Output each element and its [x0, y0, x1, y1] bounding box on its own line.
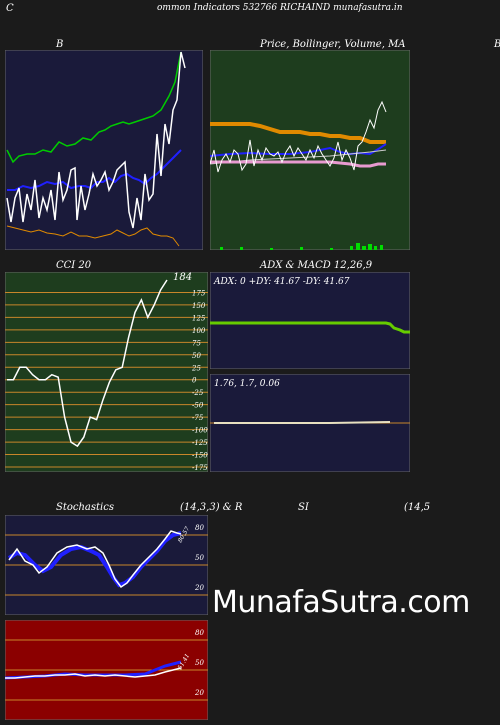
watermark: MunafaSutra.com: [212, 585, 470, 620]
price-ma-blue: [210, 143, 387, 157]
stoch-tick-80: 80: [195, 524, 204, 532]
adx-line: [210, 321, 410, 334]
bollinger-chart: [5, 50, 203, 250]
adx-values: ADX: 0 +DY: 41.67 -DY: 41.67: [213, 277, 350, 287]
rsi-params-label: (14,5: [404, 502, 431, 513]
cci-tick-label: -25: [192, 389, 204, 397]
cci-line: [7, 279, 168, 448]
rsi-tick-20: 20: [194, 689, 204, 697]
price-ma-pink: [210, 160, 386, 168]
cci-tick-label: 50: [192, 352, 201, 360]
cci-chart: 175 150 125 100 75 50 25 0 -25 -50 -75 -100 -125 -150…: [5, 272, 208, 472]
cci-tick-label: -100: [192, 427, 208, 435]
stoch-tick-20: 20: [194, 584, 204, 592]
header-left-letter: C: [6, 3, 14, 14]
cci-tick-label: 25: [191, 364, 201, 372]
cci-tick-label: -175: [192, 464, 208, 472]
cci-tick-label: 175: [192, 289, 206, 297]
stoch-d-line: [7, 531, 182, 588]
macd-values: 1.76, 1.7, 0.06: [214, 379, 280, 389]
bollinger-label: B: [56, 39, 64, 50]
cci-tick-label: -75: [192, 414, 204, 422]
rsi-tick-50: 50: [195, 659, 204, 667]
stochastics-label: Stochastics: [56, 502, 114, 513]
rsi-line: [5, 667, 182, 679]
adx-macd-label: ADX & MACD 12,26,9: [260, 260, 373, 271]
macd-line: [214, 421, 391, 424]
cci-tick-label: 150: [192, 302, 206, 310]
cci-tick-label: 75: [192, 339, 201, 347]
stoch-k-line: [8, 530, 182, 589]
price-ma-orange: [210, 122, 386, 144]
stoch-params-label: (14,3,3) & R: [180, 502, 243, 513]
cci-tick-label: -125: [192, 439, 208, 447]
cci-tick-label: 100: [192, 327, 206, 335]
cci-tick-label: -150: [192, 452, 208, 460]
stoch-tick-50: 50: [195, 554, 204, 562]
bollinger-lower-band: [6, 225, 180, 247]
price-chart: [210, 50, 410, 250]
price-line: [210, 100, 387, 173]
cci-tick-label: 0: [192, 377, 197, 385]
bollinger-price-line: [6, 51, 186, 229]
cci-gridlines: 175 150 125 100 75 50 25 0 -25 -50 -75 -100 -125 -150…: [5, 289, 208, 472]
volume-bars: [220, 243, 383, 250]
adx-chart: ADX: 0 +DY: 41.67 -DY: 41.67: [210, 272, 410, 369]
rsi-tick-80: 80: [195, 629, 204, 637]
stochastics-chart: 80 50 20 80.57: [5, 515, 208, 615]
cci-tick-label: 125: [192, 314, 206, 322]
bollinger-upper-band: [6, 51, 182, 164]
macd-chart: 1.76, 1.7, 0.06: [210, 374, 410, 472]
cci-current-value: 184: [173, 272, 192, 283]
right-edge-label: B: [494, 39, 500, 50]
rsi-chart: 80 50 20 51.41: [5, 620, 208, 720]
cci-label: CCI 20: [56, 260, 92, 271]
header-title: ommon Indicators 532766 RICHAIND munafas…: [157, 3, 403, 13]
rsi-label: SI: [298, 502, 309, 513]
cci-tick-label: -50: [192, 402, 204, 410]
price-label: Price, Bollinger, Volume, MA: [260, 39, 406, 50]
